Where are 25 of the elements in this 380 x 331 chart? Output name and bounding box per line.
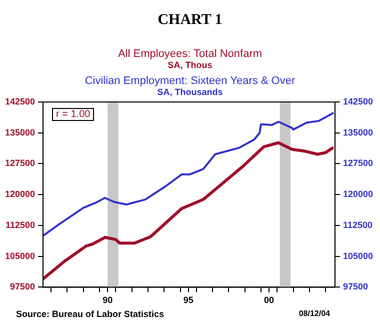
y2-tick-label: 105000 — [342, 250, 374, 261]
y-tick-label: 112500 — [5, 220, 36, 230]
y-tick-label: 142500 — [4, 96, 36, 106]
text: All Employees: Total Nonfarm — [116, 48, 264, 60]
y-tick-label: 120000 — [4, 189, 36, 200]
y-tick-label: 135000 — [4, 127, 36, 138]
x-tick-label: 00 — [264, 295, 274, 306]
y2-tick-label: 127500 — [342, 158, 374, 168]
y-tick-label: 127500 — [4, 158, 36, 168]
y2-tick-label: 97500 — [342, 282, 368, 292]
text: SA, Thousands — [156, 87, 224, 97]
y2-tick-label: 135000 — [342, 127, 374, 138]
chart-title: CHART 1 — [156, 12, 224, 29]
text: SA, Thous — [166, 60, 214, 70]
y-tick-label: 105000 — [4, 250, 36, 261]
text: 08/12/04 — [298, 309, 330, 318]
y2-tick-label: 112500 — [342, 220, 373, 230]
y2-tick-label: 120000 — [342, 189, 374, 200]
y2-tick-label: 142500 — [342, 96, 374, 106]
annotation: r = 1.00 — [52, 108, 94, 121]
text: Civilian Employment: Sixteen Years & Over — [84, 75, 296, 87]
x-tick-label: 90 — [102, 295, 113, 306]
source-note: Source: Bureau of Labor Statistics — [16, 309, 164, 319]
x-tick-label: 95 — [183, 295, 194, 306]
y-tick-label: 97500 — [10, 282, 36, 292]
